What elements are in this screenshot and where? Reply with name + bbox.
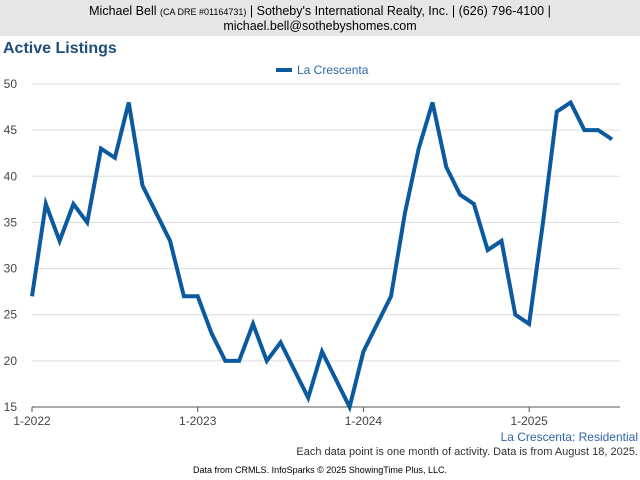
y-tick-label: 25 [4,308,18,322]
y-tick-label: 50 [4,77,18,91]
x-tick-label: 1-2025 [510,414,548,426]
agent-license: (CA DRE #01164731) [160,7,247,17]
legend-label: La Crescenta [297,63,369,77]
agent-company: | Sotheby's International Realty, Inc. |… [249,4,551,18]
agent-name: Michael Bell [89,4,157,18]
y-tick-label: 15 [4,400,18,414]
x-tick-label: 1-2022 [13,414,51,426]
data-note: Each data point is one month of activity… [296,446,638,458]
series-line [30,99,614,413]
line-chart: 15 20 25 30 35 40 45 50 1-2022 1-2023 1-2024 1-2025… [4,63,620,426]
agent-header-line1: Michael Bell (CA DRE #01164731) | Sotheb… [0,4,640,18]
data-source: Data from CRMLS. InfoSparks © 2025 Showi… [193,465,447,475]
y-tick-label: 35 [4,215,18,229]
x-tick-label: 1-2024 [345,414,383,426]
y-tick-label: 20 [4,354,18,368]
y-tick-label: 40 [4,169,18,183]
x-tick-label: 1-2023 [179,414,217,426]
agent-header: Michael Bell (CA DRE #01164731) | Sotheb… [0,0,640,36]
y-tick-label: 45 [4,123,18,137]
chart-title: Active Listings [3,40,117,57]
series-footer-label: La Crescenta: Residential [500,430,638,444]
y-tick-label: 30 [4,262,18,276]
agent-email: michael.bell@sothebyshomes.com [223,19,417,33]
